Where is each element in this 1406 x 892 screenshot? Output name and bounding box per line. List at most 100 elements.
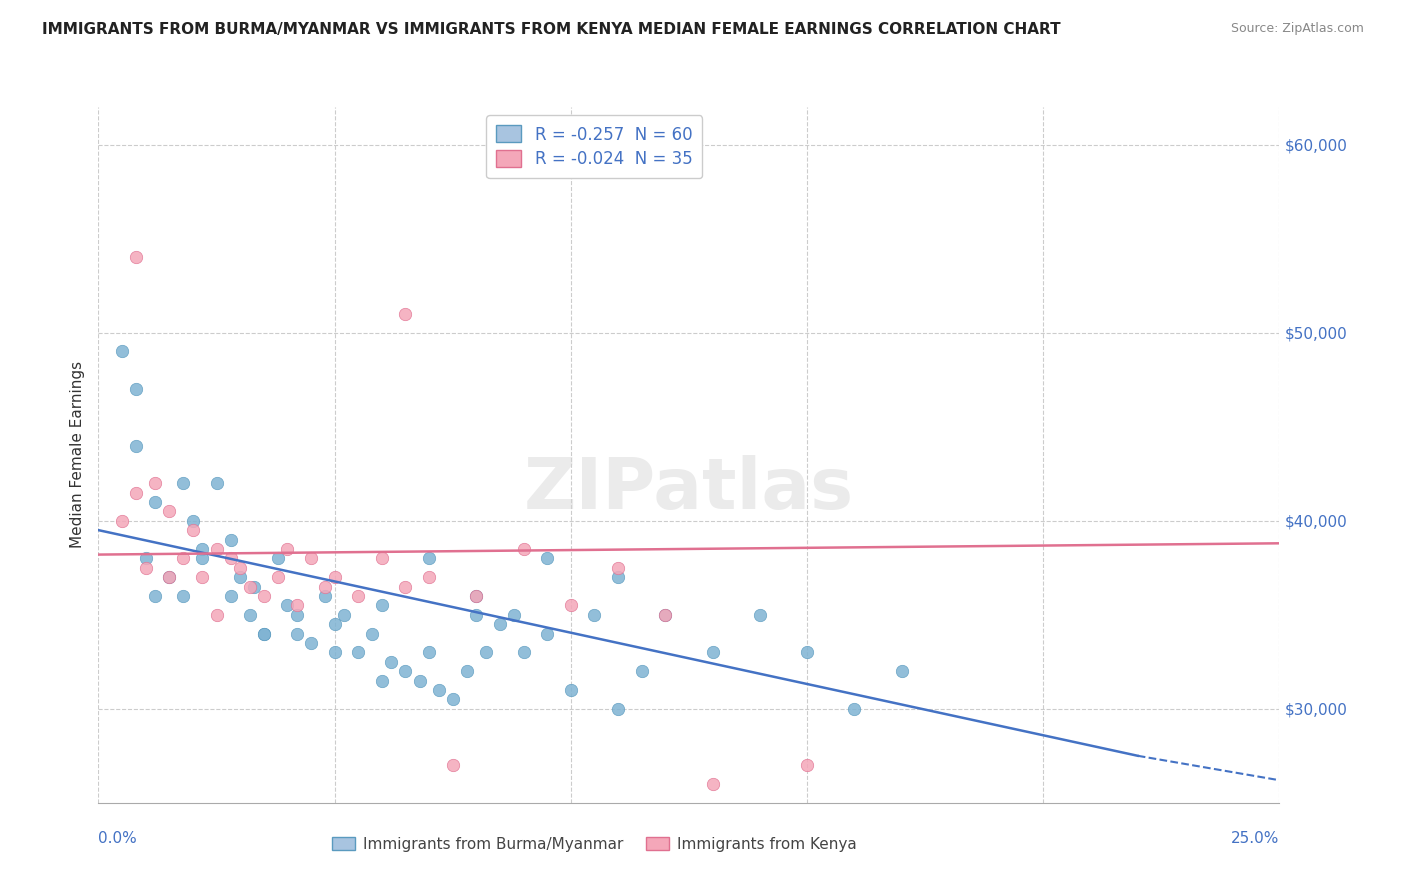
Point (654, 607, 676, 622)
Point (418, 551, 440, 566)
Point (630, 664, 652, 678)
Point (276, 541, 298, 556)
Point (191, 541, 214, 556)
Point (380, 655, 402, 669)
Point (125, 382, 148, 396)
Point (441, 758, 464, 772)
Point (371, 673, 394, 688)
Point (394, 307, 416, 321)
Point (219, 551, 242, 566)
Point (253, 589, 276, 603)
Point (456, 664, 478, 678)
Point (285, 626, 308, 640)
Point (253, 626, 276, 640)
Point (267, 551, 290, 566)
Point (229, 560, 252, 574)
Point (371, 599, 394, 613)
Point (239, 607, 262, 622)
Point (702, 777, 724, 791)
Point (503, 607, 526, 622)
Point (125, 485, 148, 500)
Text: 0.0%: 0.0% (98, 830, 138, 846)
Point (181, 523, 204, 537)
Point (323, 570, 346, 584)
Point (219, 533, 242, 547)
Point (418, 570, 440, 584)
Point (323, 617, 346, 632)
Point (427, 683, 450, 698)
Point (323, 645, 346, 659)
Point (583, 607, 606, 622)
Point (475, 645, 498, 659)
Point (489, 617, 512, 632)
Point (191, 570, 214, 584)
Point (314, 580, 336, 594)
Point (560, 683, 582, 698)
Point (607, 702, 630, 716)
Text: Source: ZipAtlas.com: Source: ZipAtlas.com (1230, 22, 1364, 36)
Point (465, 589, 488, 603)
Point (347, 645, 370, 659)
Point (702, 645, 724, 659)
Point (394, 664, 416, 678)
Point (890, 664, 912, 678)
Point (796, 645, 818, 659)
Point (205, 541, 228, 556)
Point (143, 495, 166, 509)
Point (239, 580, 262, 594)
Point (299, 636, 322, 650)
Point (333, 607, 356, 622)
Point (157, 570, 180, 584)
Point (172, 476, 194, 491)
Point (219, 589, 242, 603)
Point (512, 541, 534, 556)
Point (143, 476, 166, 491)
Point (654, 607, 676, 622)
Point (418, 645, 440, 659)
Point (844, 702, 866, 716)
Point (243, 580, 266, 594)
Point (111, 344, 134, 359)
Point (191, 551, 214, 566)
Point (560, 599, 582, 613)
Point (111, 514, 134, 528)
Point (253, 626, 276, 640)
Point (172, 551, 194, 566)
Point (205, 476, 228, 491)
Text: ZIPatlas: ZIPatlas (524, 455, 853, 524)
Point (536, 551, 558, 566)
Point (205, 607, 228, 622)
Point (125, 438, 148, 452)
Point (125, 251, 148, 265)
Point (465, 589, 488, 603)
Point (135, 551, 157, 566)
Point (512, 645, 534, 659)
Point (157, 570, 180, 584)
Point (361, 626, 384, 640)
Point (299, 551, 322, 566)
Point (408, 673, 430, 688)
Point (441, 692, 464, 706)
Point (394, 580, 416, 594)
Point (181, 514, 204, 528)
Point (135, 560, 157, 574)
Text: IMMIGRANTS FROM BURMA/MYANMAR VS IMMIGRANTS FROM KENYA MEDIAN FEMALE EARNINGS CO: IMMIGRANTS FROM BURMA/MYANMAR VS IMMIGRA… (42, 22, 1060, 37)
Point (536, 626, 558, 640)
Text: 25.0%: 25.0% (1232, 830, 1279, 846)
Point (796, 758, 818, 772)
Point (607, 570, 630, 584)
Point (347, 589, 370, 603)
Point (314, 589, 336, 603)
Point (285, 607, 308, 622)
Point (157, 504, 180, 518)
Point (285, 599, 308, 613)
Point (143, 589, 166, 603)
Point (229, 570, 252, 584)
Point (607, 560, 630, 574)
Y-axis label: Median Female Earnings: Median Female Earnings (69, 361, 84, 549)
Point (748, 607, 770, 622)
Point (267, 570, 290, 584)
Point (465, 607, 488, 622)
Legend: Immigrants from Burma/Myanmar, Immigrants from Kenya: Immigrants from Burma/Myanmar, Immigrant… (326, 830, 863, 858)
Point (276, 599, 298, 613)
